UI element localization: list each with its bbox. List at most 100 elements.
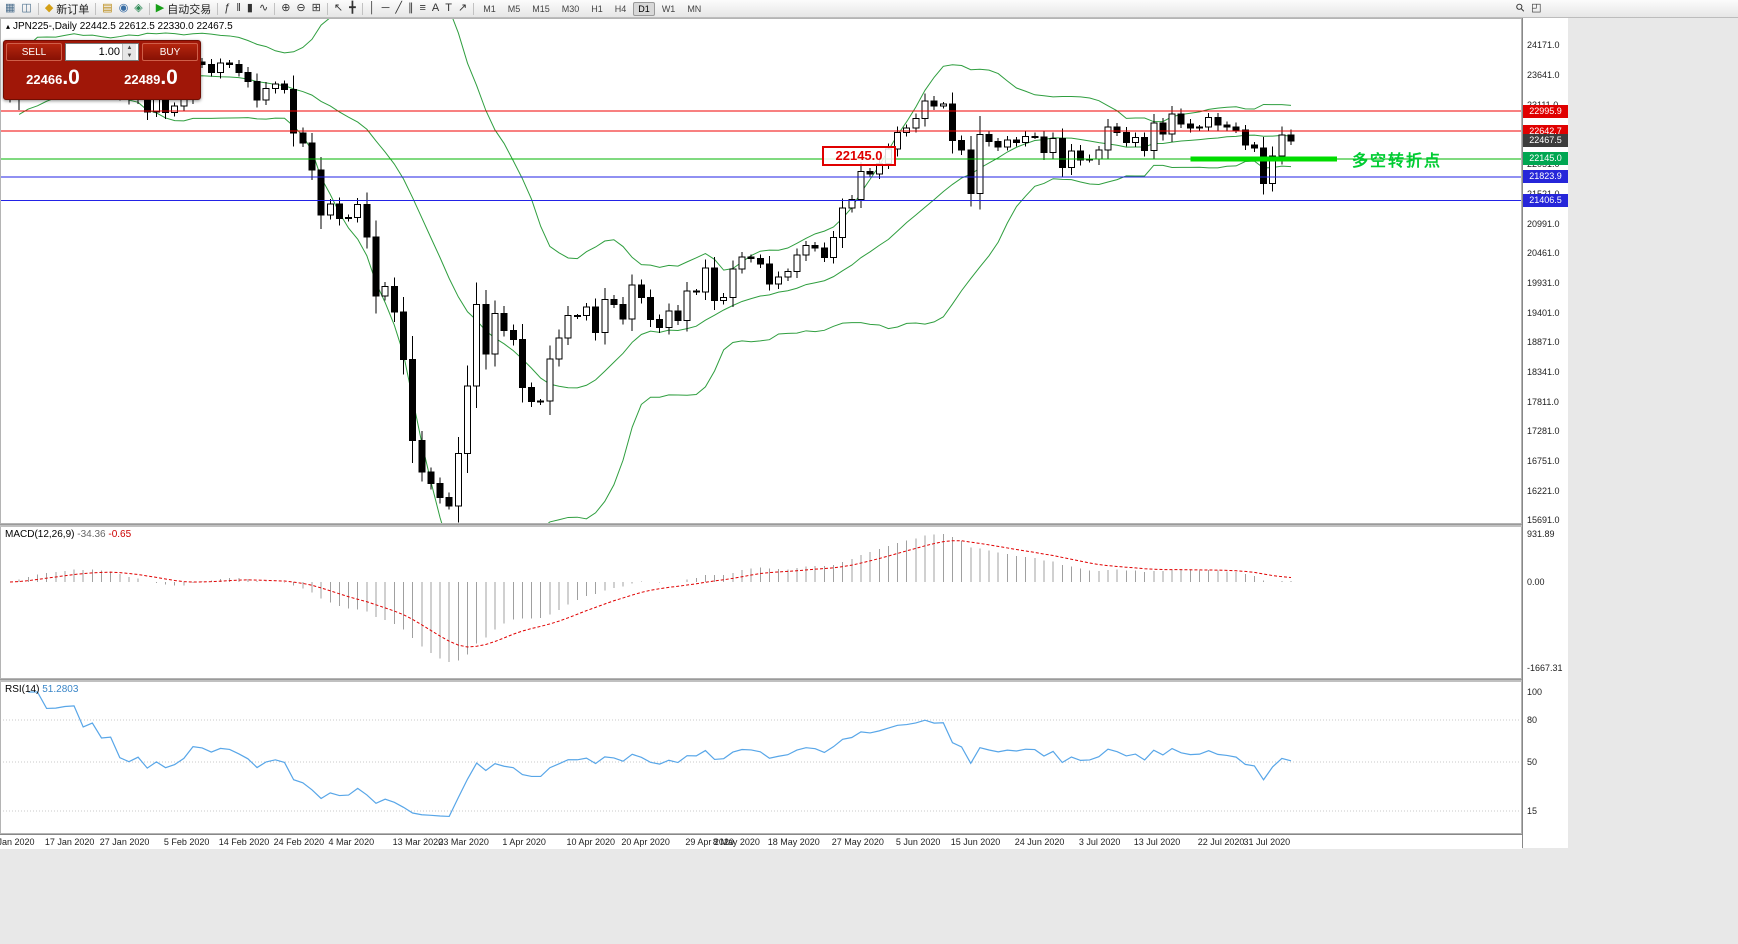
indicators-button[interactable]: ƒ [222,1,232,16]
rsi-line [28,691,1292,818]
horizontal-line-button[interactable]: ─ [380,1,392,16]
profiles-icon: ◫ [21,2,32,14]
crosshair-button[interactable]: ╋ [347,1,358,16]
zoom-out-button[interactable]: ⊖ [294,1,307,16]
vertical-line-icon: │ [368,2,376,14]
price-axis[interactable]: 24171.023641.023111.022581.022051.021521… [1522,18,1568,848]
data-window-button[interactable]: ◉ [117,1,131,16]
one-click-trading-panel: SELL ▲ ▼ BUY 22466.0 22489.0 [3,40,201,100]
price-badge: 21406.5 [1523,193,1568,207]
main-chart-canvas[interactable] [0,18,1522,561]
price-chart-canvas[interactable] [0,18,1522,848]
label-button[interactable]: T [443,1,454,16]
date-axis-label: 22 Jul 2020 [1197,837,1245,847]
trendline-button[interactable]: ╱ [393,1,404,16]
market-watch-button[interactable]: ▤ [100,1,114,16]
rsi-axis-label: 100 [1527,687,1543,697]
macd-axis-label: 931.89 [1527,529,1555,539]
timeframe-M5[interactable]: M5 [507,3,521,14]
price-axis-label: 23641.0 [1527,70,1560,81]
market-watch-icon: ▤ [102,2,113,14]
timeframe-M1[interactable]: M1 [483,3,496,14]
buy-button[interactable]: BUY [142,43,198,61]
volume-input[interactable] [66,44,122,60]
rsi-axis-label: 80 [1527,715,1538,725]
price-axis-label: 19931.0 [1527,277,1560,288]
line-chart-icon: ∿ [258,2,269,14]
price-axis-label: 17811.0 [1527,396,1559,407]
toolbar-separator [274,2,276,15]
date-axis-label: 1 Apr 2020 [502,837,546,847]
date-axis-label: 13 Jul 2020 [1133,837,1181,847]
fibonacci-button[interactable]: ≡ [417,1,427,16]
price-axis-label: 15691.0 [1527,515,1560,526]
price-annotation[interactable]: 22145.0 [822,146,896,166]
date-axis-label: 29 Apr 2020 [685,837,734,847]
timeframe-MN[interactable]: MN [687,3,702,14]
volume-down-button[interactable]: ▼ [123,52,136,60]
trendline-icon: ╱ [395,2,402,14]
price-axis-label: 19401.0 [1527,307,1560,318]
pivot-line-segment[interactable] [1190,156,1337,162]
bollinger-upper-band [18,18,1292,271]
volume-up-button[interactable]: ▲ [123,44,136,52]
price-badge: 22995.9 [1523,104,1568,118]
autotrading-button[interactable]: ▶ 自动交易 [154,1,213,16]
price-axis-label: 18871.0 [1527,337,1560,348]
candlestick-chart-button[interactable]: ▮ [245,1,255,16]
macd-panel-canvas[interactable] [9,534,1292,662]
timeframe-H1[interactable]: H1 [591,3,603,14]
crosshair-icon: ╋ [349,2,356,14]
timeframe-M30[interactable]: M30 [561,3,580,14]
new-window-button[interactable]: ◰ [1529,1,1543,16]
price-axis-label: 16221.0 [1527,485,1560,496]
buy-price[interactable]: 22489.0 [124,66,178,89]
macd-panel-divider[interactable] [0,524,1522,527]
bollinger-lower-band [18,87,1292,524]
rsi-panel-canvas[interactable] [0,691,1522,818]
date-axis[interactable]: 8 Jan 2020 17 Jan 2020 27 Jan 2020 5 Feb 20… [0,834,1522,849]
new-chart-button[interactable]: ▦ [3,1,17,16]
price-axis-label: 18341.0 [1527,367,1560,377]
tile-windows-button[interactable]: ⊞ [310,1,323,16]
text-button[interactable]: A [430,1,441,16]
bar-chart-button[interactable]: ‖ [234,1,243,16]
channel-button[interactable]: ∥ [406,1,416,16]
new-order-button[interactable]: ◆ 新订单 [43,1,91,16]
date-axis-label: 27 Jan 2020 [99,837,150,847]
vertical-line-button[interactable]: │ [367,1,378,16]
timeframe-M15[interactable]: M15 [532,3,550,14]
date-axis-label: 8 Jan 2020 [0,837,35,847]
line-chart-button[interactable]: ∿ [257,1,270,16]
date-axis-label: 31 Jul 2020 [1243,837,1291,847]
autotrading-label: 自动交易 [167,3,212,16]
bar-chart-icon: ‖ [236,2,241,14]
price-badge: 22467.5 [1523,134,1568,148]
trade-panel-toggle[interactable]: ▴ [6,22,11,31]
zoom-in-button[interactable]: ⊕ [279,1,292,16]
pivot-note[interactable]: 多空转折点 [1352,153,1443,170]
channel-icon: ∥ [407,2,414,14]
timeframe-H4[interactable]: H4 [614,3,627,14]
macd-axis-label: 0.00 [1527,577,1545,587]
search-button[interactable]: ⚲ [1513,1,1528,16]
sell-button[interactable]: SELL [6,43,62,61]
timeframe-D1[interactable]: D1 [633,1,655,16]
date-axis-label: 4 Mar 2020 [328,837,375,847]
macd-label: MACD(12,26,9) -34.36 -0.65 [5,529,132,540]
timeframe-W1[interactable]: W1 [661,3,676,14]
label-icon: T [445,2,452,14]
rsi-panel-divider[interactable] [0,679,1522,682]
sell-price[interactable]: 22466.0 [26,66,80,89]
new-order-label: 新订单 [56,3,90,16]
price-axis-label: 17281.0 [1527,426,1560,437]
profiles-button[interactable]: ◫ [19,1,33,16]
cursor-button[interactable]: ↖ [332,1,345,16]
arrows-button[interactable]: ↗ [456,1,469,16]
price-axis-label: 20461.0 [1527,248,1560,259]
navigator-icon: ◈ [134,2,143,14]
search-icon: ⚲ [1513,1,1528,16]
date-axis-label: 24 Jun 2020 [1014,837,1065,847]
navigator-button[interactable]: ◈ [132,1,144,16]
